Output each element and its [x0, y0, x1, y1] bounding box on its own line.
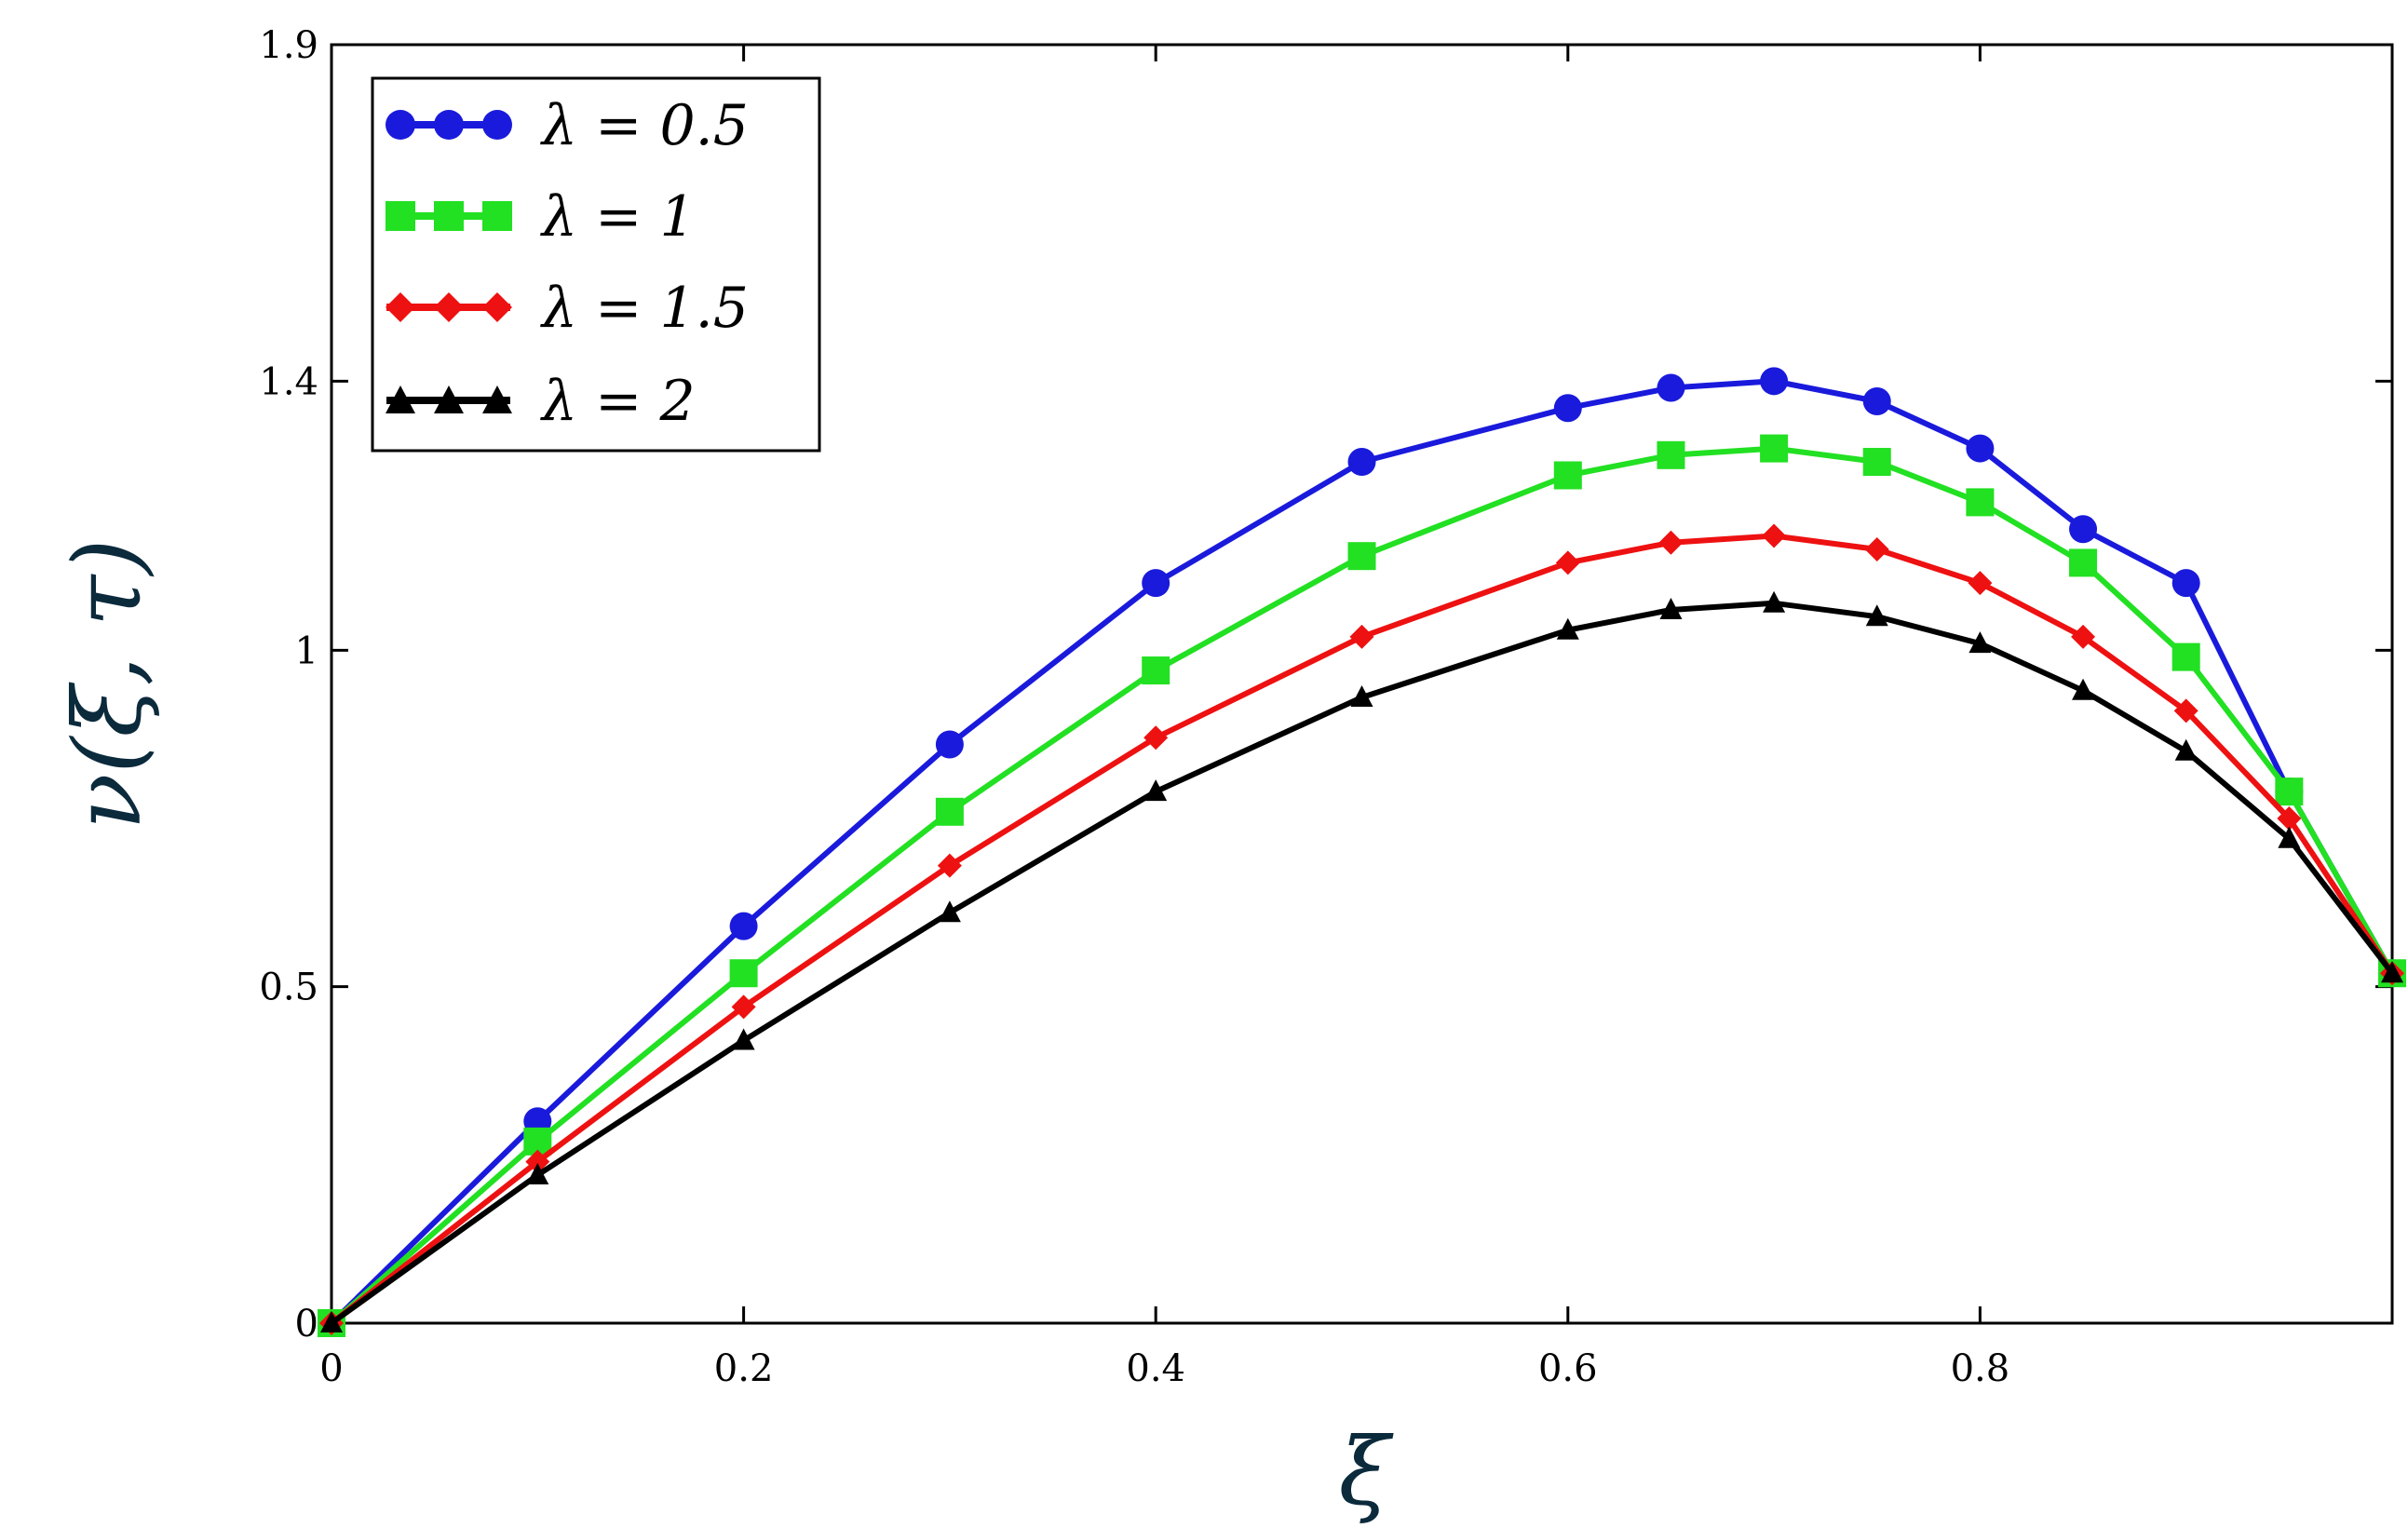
data-point: [1142, 569, 1170, 598]
legend-label-0: λ = 0.5: [540, 93, 749, 158]
data-point: [938, 900, 961, 923]
series-0: [318, 367, 2406, 1337]
data-point: [2171, 569, 2200, 598]
y-tick-label: 1.4: [259, 360, 318, 403]
data-point: [2278, 826, 2301, 848]
data-point: [1553, 394, 1582, 423]
data-point: [1349, 624, 1374, 649]
y-tick-label: 0: [295, 1303, 318, 1345]
data-point: [1968, 571, 1993, 596]
data-point: [732, 1028, 755, 1050]
data-point: [2173, 698, 2198, 723]
data-point: [1762, 523, 1787, 548]
data-point: [2072, 678, 2095, 700]
legend-marker-3b: [434, 385, 464, 413]
data-point: [2069, 515, 2098, 544]
data-point: [1865, 604, 1888, 627]
data-point: [1658, 530, 1684, 555]
data-point: [1553, 461, 1582, 490]
y-axis-title: ν(ξ, τ): [53, 539, 162, 831]
y-axis-ticks: 0 0.5 1 1.4 1.9: [259, 24, 2392, 1345]
data-point: [935, 730, 964, 759]
x-tick-label: 0.8: [1951, 1347, 2010, 1390]
x-tick-label: 0.2: [714, 1347, 774, 1390]
legend-marker-2c: [482, 292, 512, 322]
data-point: [729, 959, 758, 988]
legend-label-2: λ = 1.5: [540, 276, 749, 341]
legend-label-1: λ = 1: [540, 184, 696, 250]
legend-entry-0: λ = 0.5: [386, 93, 749, 158]
legend-marker-0a: [386, 110, 415, 140]
x-axis-ticks: 0 0.2 0.4 0.6 0.8: [319, 45, 2009, 1390]
legend-entry-1: λ = 1: [386, 184, 696, 250]
legend-marker-3c: [482, 385, 512, 413]
data-point: [937, 853, 962, 878]
data-point: [729, 912, 758, 940]
legend-marker-3a: [386, 385, 415, 413]
x-tick-label: 0.4: [1126, 1347, 1185, 1390]
data-point: [2277, 806, 2302, 832]
plot-frame: [330, 43, 2394, 1325]
y-tick-label: 0.5: [259, 967, 318, 1009]
data-point: [1657, 373, 1685, 402]
legend: λ = 0.5 λ = 1 λ = 1.5 λ = 2: [371, 76, 821, 453]
legend-marker-1a: [386, 201, 415, 231]
data-point: [1968, 631, 1992, 654]
y-tick-label: 1.9: [259, 24, 318, 67]
data-point: [1966, 434, 1995, 463]
legend-entry-2: λ = 1.5: [386, 276, 749, 341]
legend-marker-2b: [434, 292, 464, 322]
data-point: [935, 797, 964, 826]
legend-box: [371, 76, 821, 453]
data-point: [1760, 434, 1789, 463]
series-line-1: [330, 445, 2395, 1326]
x-axis-title: ξ: [1338, 1417, 1394, 1526]
legend-marker-1c: [482, 201, 512, 231]
series-2: [319, 523, 2404, 1335]
data-point: [1347, 542, 1376, 571]
data-point: [1657, 440, 1685, 469]
data-point: [1763, 590, 1786, 613]
legend-marker-1b: [434, 201, 464, 231]
data-point: [1966, 488, 1995, 517]
data-point: [731, 994, 756, 1020]
data-point: [2071, 624, 2096, 649]
data-point: [2069, 548, 2098, 577]
data-point: [2381, 961, 2403, 983]
data-point: [1864, 536, 1889, 561]
data-point: [1659, 598, 1683, 620]
data-point: [1760, 367, 1789, 396]
data-point: [2171, 642, 2200, 671]
series-layer: [318, 367, 2406, 1337]
series-line-3: [330, 600, 2395, 1326]
x-tick-label: 0: [319, 1347, 343, 1390]
data-point: [2275, 778, 2304, 806]
y-tick-label: 1: [295, 629, 318, 672]
data-point: [526, 1163, 549, 1185]
data-point: [2174, 738, 2198, 761]
data-point: [320, 1311, 343, 1332]
legend-label-3: λ = 2: [540, 369, 696, 434]
data-point: [1556, 617, 1579, 640]
data-point: [1143, 725, 1169, 750]
data-point: [1347, 448, 1376, 477]
data-point: [1862, 448, 1891, 477]
data-point: [1555, 550, 1580, 575]
data-point: [1144, 779, 1168, 802]
data-point: [525, 1149, 550, 1174]
series-3: [320, 590, 2403, 1332]
data-point: [1862, 386, 1891, 415]
x-tick-label: 0.6: [1538, 1347, 1598, 1390]
data-point: [1142, 656, 1170, 685]
legend-marker-0b: [434, 110, 464, 140]
series-line-2: [330, 533, 2395, 1326]
data-point: [1350, 684, 1373, 707]
series-1: [318, 434, 2406, 1337]
legend-marker-0c: [482, 110, 512, 140]
legend-marker-2a: [386, 292, 415, 322]
legend-entry-3: λ = 2: [386, 369, 696, 434]
